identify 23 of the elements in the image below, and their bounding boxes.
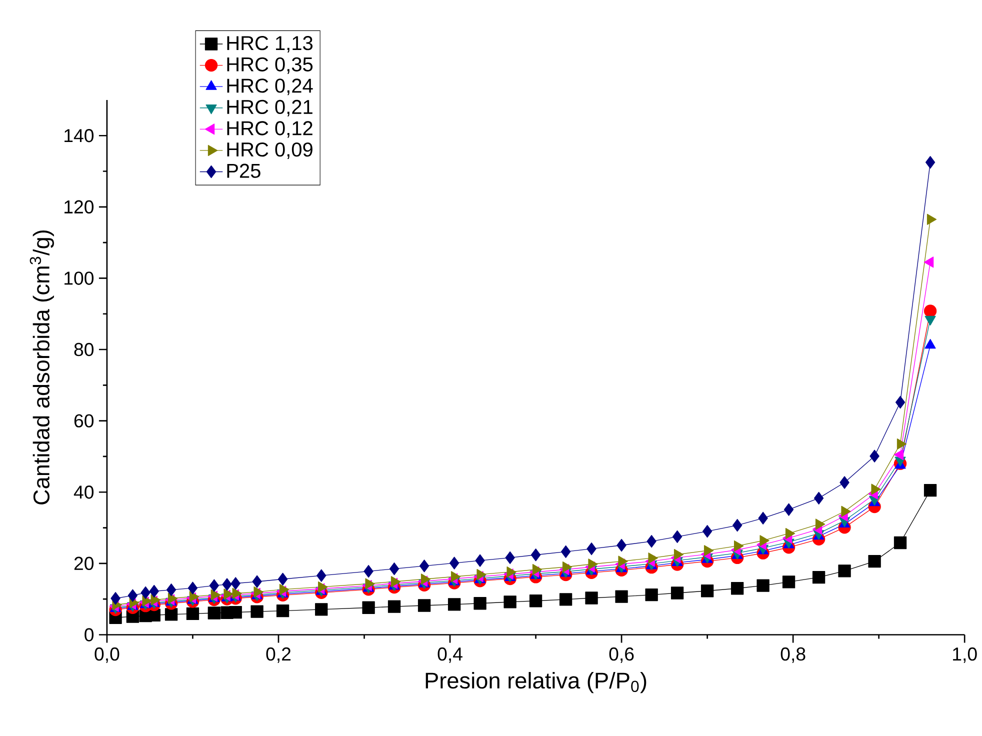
y-tick-label: 60 <box>74 414 94 428</box>
y-tick-label: 80 <box>74 343 94 356</box>
legend-label: HRC 0,24 <box>227 78 313 96</box>
y-tick-label: 20 <box>74 556 94 570</box>
y-tick-label: 120 <box>64 200 94 214</box>
x-tick-label: 0,6 <box>609 648 634 664</box>
y-tick-label: 140 <box>64 129 94 142</box>
legend-label: HRC 0,09 <box>227 142 312 160</box>
legend-label: HRC 0,35 <box>227 57 313 74</box>
x-tick-label: 1,0 <box>953 648 977 664</box>
x-tick-label: 0,2 <box>266 648 291 664</box>
y-axis-title: Cantidad adsorbida (cm$^{3}$/g) <box>30 230 54 505</box>
legend-label: HRC 0,12 <box>227 121 312 138</box>
legend-label: HRC 1,13 <box>227 36 313 53</box>
x-tick-label: 0,4 <box>438 648 462 664</box>
x-tick-label: 0,0 <box>94 648 120 664</box>
x-axis-title: Presion relativa (P/P$_{0}$) <box>426 672 646 694</box>
y-tick-label: 0 <box>84 628 94 642</box>
legend-label: P25 <box>227 164 260 178</box>
y-tick-label: 100 <box>64 272 94 285</box>
x-tick-label: 0,8 <box>780 648 806 664</box>
legend-label: HRC 0,21 <box>227 100 312 117</box>
y-tick-label: 40 <box>74 486 94 499</box>
